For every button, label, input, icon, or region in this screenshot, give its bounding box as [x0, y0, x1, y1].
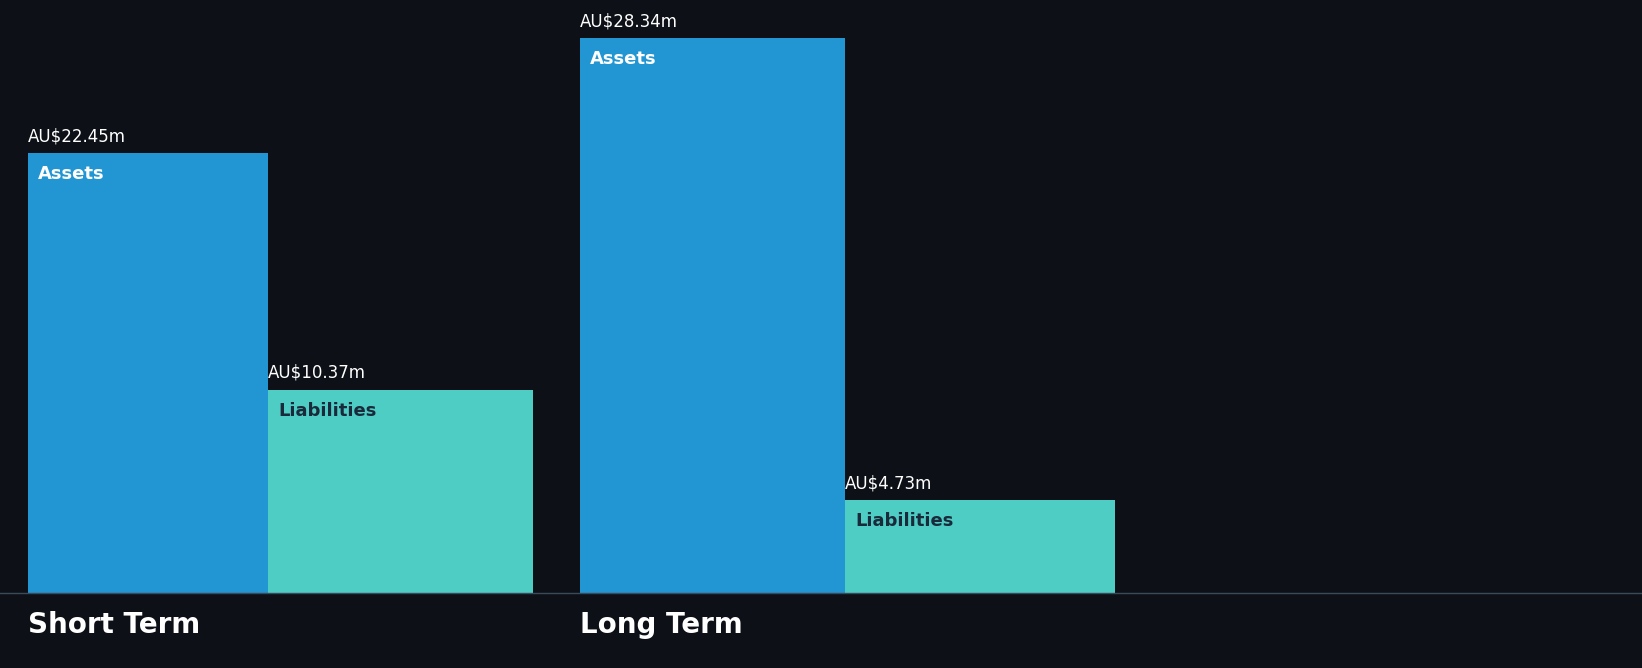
- Text: AU$4.73m: AU$4.73m: [846, 474, 933, 492]
- Text: Assets: Assets: [38, 166, 105, 183]
- Text: Liabilities: Liabilities: [277, 402, 376, 420]
- Bar: [580, 38, 846, 593]
- Text: Long Term: Long Term: [580, 611, 742, 639]
- Text: Short Term: Short Term: [28, 611, 200, 639]
- Text: Liabilities: Liabilities: [855, 512, 954, 530]
- Bar: [268, 390, 534, 593]
- Bar: [846, 500, 1115, 593]
- Text: AU$10.37m: AU$10.37m: [268, 364, 366, 382]
- Text: AU$22.45m: AU$22.45m: [28, 128, 126, 146]
- Text: AU$28.34m: AU$28.34m: [580, 12, 678, 30]
- Text: Assets: Assets: [589, 50, 657, 68]
- Bar: [28, 154, 268, 593]
